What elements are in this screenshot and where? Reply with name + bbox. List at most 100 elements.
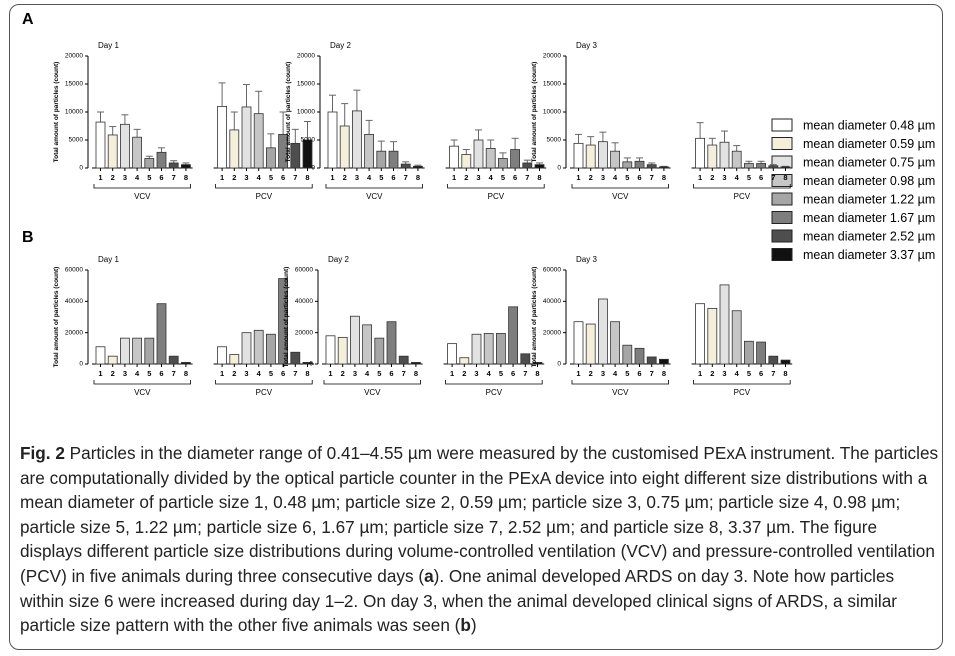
bar: [719, 284, 730, 365]
x-tick-label: 6: [759, 369, 763, 378]
bar: [120, 337, 130, 365]
x-tick-label: 3: [601, 369, 605, 378]
legend-swatch: [771, 174, 793, 187]
bar: [265, 333, 276, 365]
bar: [241, 332, 252, 365]
bar: [646, 356, 657, 365]
group-label: VCV: [366, 192, 383, 201]
x-tick-label: 7: [525, 173, 529, 182]
bar: [508, 306, 519, 365]
bar: [780, 166, 791, 169]
x-tick-label: 4: [135, 369, 140, 378]
x-tick-label: 7: [293, 173, 297, 182]
bar: [132, 337, 143, 365]
x-tick-label: 8: [184, 369, 188, 378]
group-bracket: [215, 380, 313, 385]
x-tick-label: 5: [147, 173, 151, 182]
y-tick-label: 10000: [65, 109, 83, 116]
bar: [634, 160, 645, 169]
x-tick-label: 7: [771, 173, 775, 182]
x-tick-label: 5: [625, 173, 629, 182]
group-bracket: [93, 380, 191, 385]
panel-letter: B: [22, 229, 34, 246]
x-tick-label: 8: [662, 173, 666, 182]
bar: [471, 333, 482, 365]
bar: [400, 163, 411, 169]
legend-label: mean diameter 0.75 µm: [803, 155, 935, 169]
x-tick-label: 2: [232, 173, 236, 182]
bar: [744, 163, 754, 169]
chart-title: Day 3: [576, 41, 597, 50]
bar: [473, 139, 484, 169]
x-tick-label: 4: [613, 369, 618, 378]
bar: [290, 351, 301, 365]
legend-label: mean diameter 0.48 µm: [803, 118, 935, 132]
x-tick-label: 7: [650, 173, 654, 182]
x-tick-label: 6: [159, 173, 163, 182]
bar: [707, 307, 718, 365]
group-label: PCV: [486, 388, 503, 397]
bar: [659, 358, 669, 365]
x-tick-label: 2: [343, 173, 347, 182]
bar: [756, 163, 766, 169]
x-tick-label: 5: [625, 369, 629, 378]
x-tick-label: 4: [487, 369, 492, 378]
legend-swatch: [771, 229, 793, 243]
y-axis-label: Total amount of particles (count): [53, 62, 60, 163]
y-axis-label: Total amount of particles (count): [531, 62, 538, 163]
bar: [495, 333, 506, 365]
x-tick-label: 3: [353, 369, 357, 378]
bar: [585, 323, 596, 365]
group-bracket: [93, 184, 191, 189]
y-tick-label: 20000: [65, 53, 83, 60]
bar: [598, 141, 608, 169]
x-tick-label: 2: [464, 173, 468, 182]
bar: [351, 110, 362, 169]
legend-label: mean diameter 1.22 µm: [803, 192, 935, 206]
bar: [388, 150, 399, 169]
y-axis-label: Total amount of particles (count): [53, 267, 60, 368]
x-tick-label: 3: [244, 369, 248, 378]
x-tick-label: 8: [537, 173, 541, 182]
y-tick-label: 5000: [69, 137, 84, 144]
caption: Fig. 2 Particles in the diameter range o…: [20, 441, 940, 638]
bar: [241, 106, 252, 169]
y-tick-label: 10000: [297, 109, 315, 116]
x-tick-label: 4: [257, 173, 262, 182]
bar: [362, 324, 373, 365]
y-tick-label: 15000: [65, 81, 83, 88]
bar: [598, 298, 608, 365]
x-tick-label: 6: [511, 369, 515, 378]
y-tick-label: 20000: [295, 329, 313, 336]
bar: [325, 335, 336, 365]
x-tick-label: 6: [391, 173, 395, 182]
x-tick-label: 2: [232, 369, 236, 378]
x-tick-label: 4: [365, 369, 370, 378]
x-tick-label: 7: [404, 173, 408, 182]
group-label: VCV: [612, 192, 629, 201]
bar: [253, 113, 264, 169]
x-tick-label: 5: [147, 369, 151, 378]
y-tick-label: 60000: [543, 267, 561, 274]
bar: [217, 346, 228, 365]
x-tick-label: 2: [710, 173, 714, 182]
y-tick-label: 5000: [301, 137, 316, 144]
x-tick-label: 8: [662, 369, 666, 378]
x-tick-label: 1: [576, 369, 580, 378]
bar: [374, 337, 385, 365]
bar: [327, 111, 338, 169]
y-axis-label: Total amount of particles (count): [285, 62, 292, 163]
bar: [585, 144, 596, 169]
x-tick-label: 6: [281, 369, 285, 378]
y-tick-label: 20000: [297, 53, 315, 60]
y-tick-label: 0: [79, 361, 83, 368]
chart-title: Day 1: [98, 255, 119, 264]
x-tick-label: 6: [513, 173, 517, 182]
y-tick-label: 15000: [297, 81, 315, 88]
bar: [180, 164, 191, 169]
bar: [364, 133, 375, 169]
group-label: VCV: [364, 388, 381, 397]
bar: [695, 303, 705, 365]
bar: [483, 333, 494, 365]
